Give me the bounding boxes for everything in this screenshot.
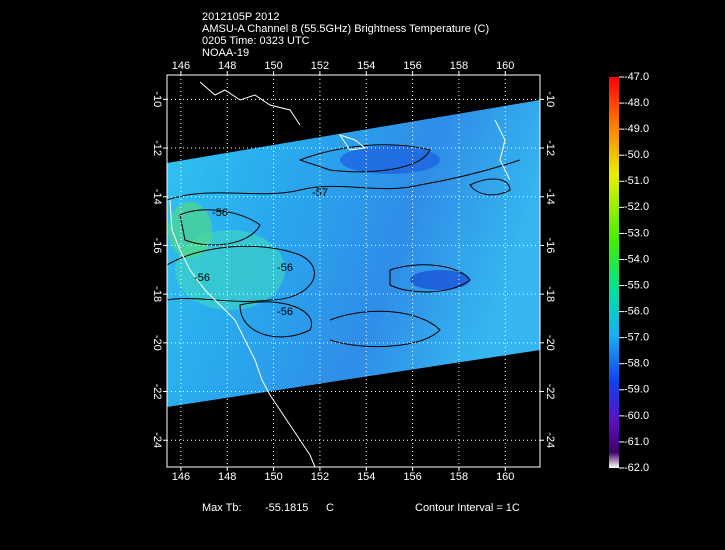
header-line: AMSU-A Channel 8 (55.5GHz) Brightness Te… xyxy=(202,23,489,35)
x-tick-label: 160 xyxy=(496,60,514,72)
contour-label: -56 xyxy=(194,272,210,284)
x-tick-label: 160 xyxy=(496,471,514,483)
y-tick-label: -18 xyxy=(151,286,163,302)
x-tick-label: 148 xyxy=(218,471,236,483)
header-line: 2012105P 2012 xyxy=(202,11,280,23)
colorbar-tick-label: -50.0 xyxy=(624,149,649,161)
contour-label: -56 xyxy=(277,306,293,318)
x-tick-label: 152 xyxy=(311,471,329,483)
contour-label: -57 xyxy=(312,187,328,199)
x-tick-label: 154 xyxy=(357,60,375,72)
contour-label: -56 xyxy=(212,207,228,219)
contour-label: -56 xyxy=(277,262,293,274)
y-tick-label: -24 xyxy=(151,432,163,448)
colorbar-tick-label: -57.0 xyxy=(624,332,649,344)
colorbar-tick-label: -60.0 xyxy=(624,410,649,422)
contour-interval: Contour Interval = 1C xyxy=(415,502,520,514)
header: 2012105P 2012 AMSU-A Channel 8 (55.5GHz)… xyxy=(202,11,489,59)
y-tick-label: -14 xyxy=(151,189,163,205)
x-tick-label: 156 xyxy=(403,60,421,72)
colorbar-ticks: -47.0 -48.0 -49.0 -50.0 -51.0 -52.0 -53.0 -54.0… xyxy=(619,71,649,474)
colorbar-tick-label: -52.0 xyxy=(624,201,649,213)
colorbar-tick-label: -53.0 xyxy=(624,227,649,239)
contour xyxy=(239,301,313,338)
cold-region xyxy=(340,146,440,174)
contour xyxy=(179,209,261,246)
colorbar-tick-label: -47.0 xyxy=(624,71,649,83)
colorbar-tick-label: -54.0 xyxy=(624,253,649,265)
y-tick-label: -22 xyxy=(544,384,556,400)
colorbar xyxy=(609,77,619,468)
y-tick-label: -18 xyxy=(544,286,556,302)
max-tb-unit: C xyxy=(326,502,334,514)
cold-region xyxy=(410,270,470,290)
x-tick-label: 150 xyxy=(264,60,282,72)
y-tick-label: -16 xyxy=(151,237,163,253)
swath xyxy=(167,100,540,407)
header-line: 0205 Time: 0323 UTC xyxy=(202,35,310,47)
y-tick-label: -16 xyxy=(544,237,556,253)
map-area: -56 -57 -56 -56 -56 xyxy=(167,81,540,467)
header-line: NOAA-19 xyxy=(202,47,249,59)
axes: 146 146 148 148 150 150 152 152 154 154 156 156 158 1… xyxy=(151,60,556,483)
colorbar-tick-label: -62.0 xyxy=(624,462,649,474)
x-tick-label: 146 xyxy=(172,471,190,483)
y-tick-label: -10 xyxy=(151,91,163,107)
x-tick-label: 152 xyxy=(311,60,329,72)
colorbar-tick-label: -55.0 xyxy=(624,279,649,291)
x-tick-label: 150 xyxy=(264,471,282,483)
footer: Max Tb: -55.1815 C Contour Interval = 1C xyxy=(202,502,520,514)
coastline xyxy=(169,199,316,467)
x-tick-label: 148 xyxy=(218,60,236,72)
coastline xyxy=(199,81,511,181)
x-tick-label: 158 xyxy=(450,60,468,72)
map-frame xyxy=(166,74,541,468)
colorbar-tick-label: -51.0 xyxy=(624,175,649,187)
y-tick-label: -20 xyxy=(544,335,556,351)
max-tb-label: Max Tb: xyxy=(202,502,242,514)
contour xyxy=(298,144,431,173)
y-tick-label: -12 xyxy=(544,140,556,156)
colorbar-tick-label: -58.0 xyxy=(624,358,649,370)
y-tick-label: -10 xyxy=(544,91,556,107)
colorbar-tick-label: -49.0 xyxy=(624,123,649,135)
x-tick-label: 146 xyxy=(172,60,190,72)
warm-region xyxy=(168,202,212,258)
y-tick-label: -24 xyxy=(544,432,556,448)
y-tick-label: -12 xyxy=(151,140,163,156)
x-tick-label: 156 xyxy=(403,471,421,483)
x-tick-label: 154 xyxy=(357,471,375,483)
colorbar-tick-label: -48.0 xyxy=(624,97,649,109)
colorbar-tick-label: -56.0 xyxy=(624,306,649,318)
contour xyxy=(167,159,521,201)
colorbar-tick-label: -59.0 xyxy=(624,384,649,396)
y-tick-label: -22 xyxy=(151,384,163,400)
contour xyxy=(469,178,511,196)
colorbar-tick-label: -61.0 xyxy=(624,436,649,448)
contour xyxy=(389,264,471,293)
y-tick-label: -14 xyxy=(544,189,556,205)
y-tick-label: -20 xyxy=(151,335,163,351)
x-tick-label: 158 xyxy=(450,471,468,483)
max-tb-value: -55.1815 xyxy=(265,502,308,514)
